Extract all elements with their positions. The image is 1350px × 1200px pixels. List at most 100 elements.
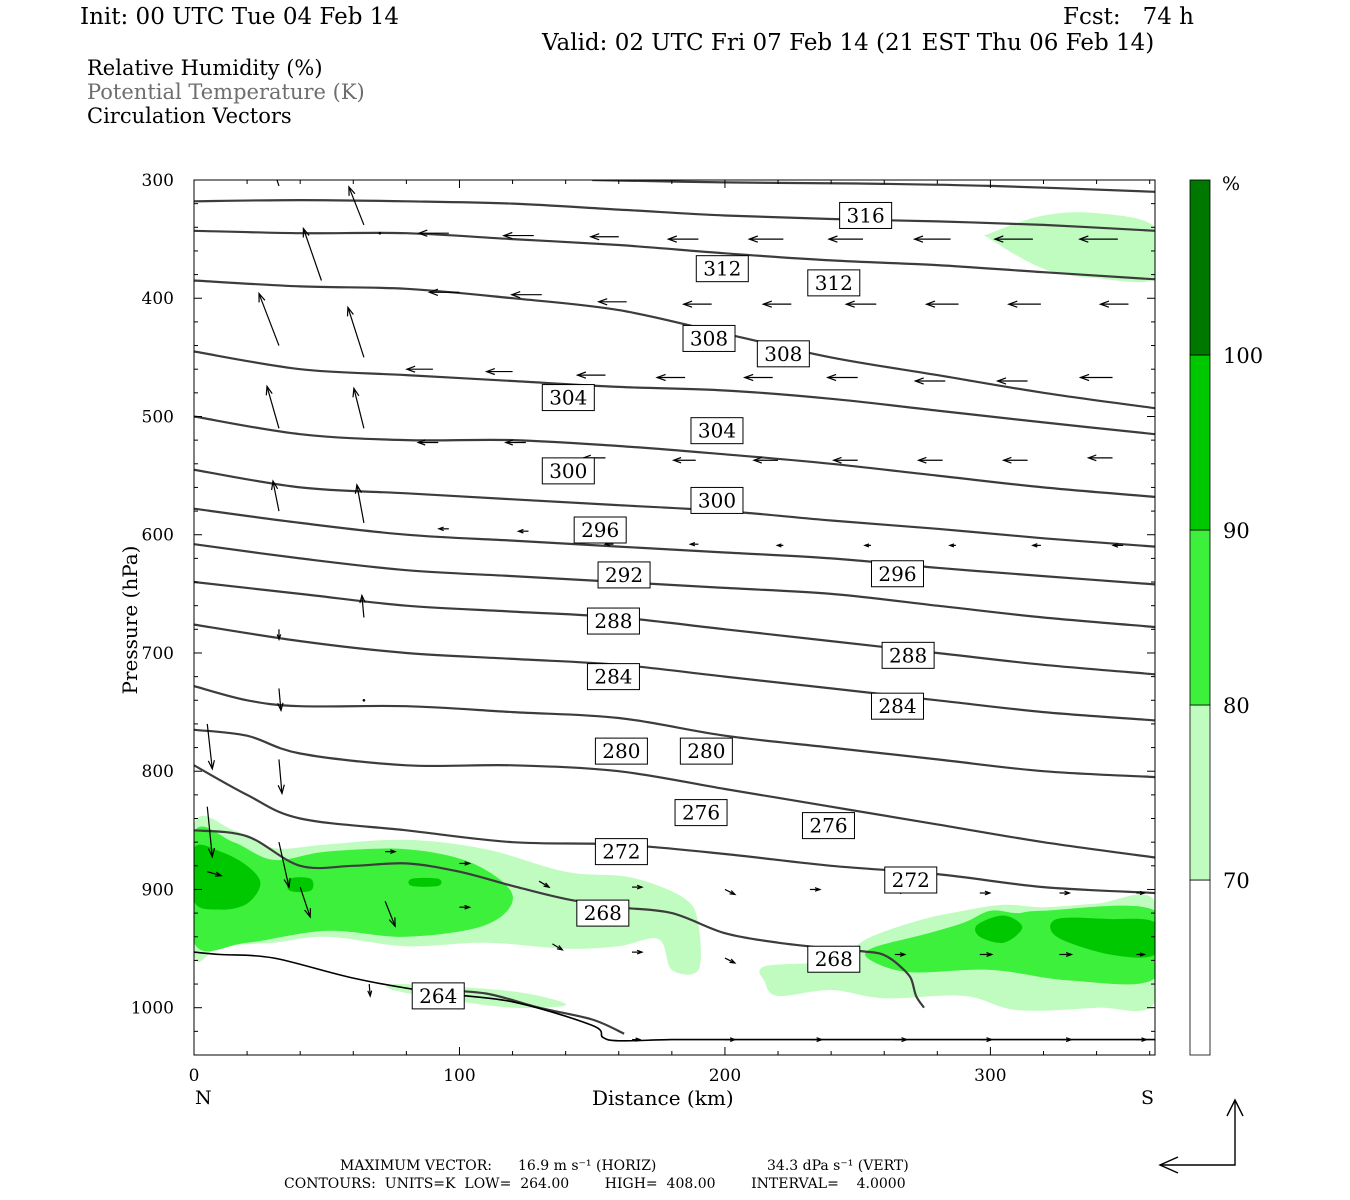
- contour-label-box: [839, 201, 893, 229]
- vector-head: [816, 1037, 824, 1043]
- vector-head: [863, 543, 870, 548]
- contour-label-text: 276: [809, 814, 847, 838]
- contour-label-text: 288: [594, 609, 632, 633]
- contour-label-box: [576, 899, 630, 927]
- y-tick-label: 400: [142, 289, 174, 309]
- vector-head: [729, 958, 737, 964]
- circulation-vector: [538, 880, 551, 889]
- rh-region-rh80: [194, 826, 513, 952]
- vector-head: [1078, 235, 1089, 243]
- circulation-vector: [354, 483, 365, 524]
- contour-label-box: [586, 607, 640, 635]
- circulation-vector: [979, 952, 994, 957]
- contour-label-box: [756, 340, 810, 368]
- y-tick-label: 500: [142, 407, 174, 427]
- legend-circulation-vectors: Circulation Vectors: [87, 104, 292, 128]
- circulation-vector: [844, 300, 877, 308]
- vector-head: [502, 231, 513, 240]
- circulation-vector: [1059, 890, 1072, 896]
- colorbar-band: [1189, 354, 1211, 531]
- vector-head: [1065, 952, 1074, 957]
- vector-head: [1065, 1037, 1074, 1043]
- contour-label-text: 272: [602, 840, 640, 864]
- contour-label-box: [682, 324, 736, 352]
- vector-head: [215, 871, 223, 877]
- circulation-vector: [1136, 890, 1147, 896]
- isentrope-304: [194, 415, 1155, 498]
- vector-head: [277, 784, 285, 796]
- circulation-vector: [632, 949, 644, 955]
- circulation-vector: [206, 806, 216, 859]
- vector-head: [666, 235, 678, 243]
- vector-head: [207, 847, 216, 859]
- contour-label-text: 312: [703, 257, 741, 281]
- y-tick-label: 300: [142, 171, 174, 191]
- contour-label-text: 292: [605, 563, 643, 587]
- contour-label-box: [411, 982, 465, 1010]
- circulation-vector: [1001, 456, 1028, 464]
- rh-region-rh90: [194, 844, 261, 910]
- vector-head: [437, 526, 444, 532]
- vector-head: [271, 479, 279, 491]
- circulation-vector: [1078, 373, 1113, 382]
- contour-label-text: 312: [815, 271, 853, 295]
- forecast-hour: Fcst: 74 h: [1063, 4, 1194, 30]
- circulation-vector: [258, 291, 280, 346]
- contour-label-text: 300: [549, 459, 587, 483]
- vector-shaft: [368, 984, 371, 997]
- vector-head: [1031, 543, 1038, 548]
- vector-head: [986, 952, 994, 957]
- vector-head: [354, 483, 363, 494]
- circulation-vector: [437, 526, 449, 532]
- rh-region-rh90: [286, 877, 314, 893]
- y-tick-label: 1000: [131, 999, 174, 1019]
- vector-head: [504, 439, 514, 446]
- vector-layer: [206, 180, 1149, 1043]
- circulation-vector: [747, 235, 784, 243]
- maximum-vector-label: MAXIMUM VECTOR:: [340, 1158, 492, 1174]
- circulation-vector: [299, 886, 311, 919]
- contour-info: CONTOURS: UNITS=K LOW= 264.00 HIGH= 408.…: [284, 1176, 906, 1192]
- vector-head: [265, 384, 273, 396]
- vector-head: [283, 878, 291, 889]
- x-end-label-north: N: [195, 1087, 212, 1109]
- circulation-vector: [1136, 1037, 1149, 1042]
- contour-label-text: 316: [847, 203, 885, 227]
- vector-head: [993, 235, 1004, 243]
- circulation-vector: [979, 1037, 994, 1043]
- isentrope-300: [194, 468, 1155, 548]
- colorbar-band: [1189, 704, 1211, 881]
- vector-head: [405, 365, 416, 373]
- maximum-vector-vertical: 34.3 dPa s⁻¹ (VERT): [767, 1158, 909, 1174]
- vector-head: [352, 386, 360, 398]
- vector-shaft: [278, 842, 290, 888]
- colorbar-level-label: 100: [1223, 344, 1263, 368]
- vector-head: [825, 373, 837, 382]
- contour-label-box: [573, 516, 627, 544]
- vector-head: [681, 300, 693, 308]
- x-tick-label: 100: [443, 1066, 475, 1086]
- vector-head: [1086, 454, 1097, 462]
- y-tick-label: 600: [142, 526, 174, 546]
- vector-head: [1001, 456, 1012, 464]
- circulation-vector: [688, 542, 699, 547]
- vector-head: [510, 291, 521, 299]
- colorbar-unit-label: %: [1222, 173, 1240, 195]
- contour-label: 296: [573, 516, 627, 544]
- reference-vector-icon: [1158, 1098, 1244, 1174]
- contour-label-box: [597, 561, 651, 589]
- vector-head: [916, 456, 927, 464]
- vector-head: [543, 882, 551, 889]
- circulation-vector: [825, 373, 858, 382]
- vector-head: [844, 300, 855, 308]
- circulation-vector: [1136, 952, 1147, 957]
- circulation-vector: [916, 456, 943, 464]
- vector-shaft: [206, 723, 213, 769]
- vector-head: [1141, 1037, 1149, 1042]
- vector-head: [276, 634, 282, 642]
- terrain-layer: [193, 951, 1155, 1042]
- vector-head: [1111, 543, 1119, 548]
- colorbar: 70 80 90 100%: [1189, 173, 1263, 1056]
- vector-head: [912, 235, 924, 243]
